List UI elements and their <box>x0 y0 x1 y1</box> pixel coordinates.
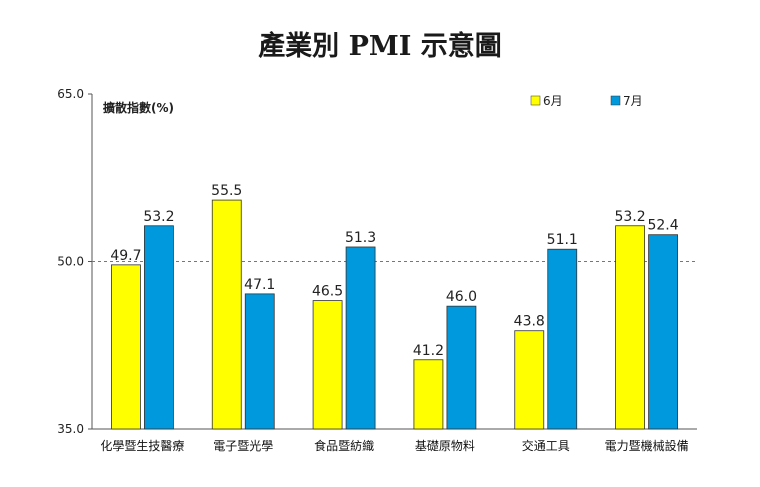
bar-june-3 <box>312 300 343 430</box>
y-tick-label: 65.0 <box>57 87 84 101</box>
plot-frame: 35.0 50.0 65.0 <box>57 87 697 436</box>
x-tick-label: 化學暨生技醫療 <box>100 439 184 453</box>
bar-july-3 <box>345 246 376 430</box>
bar-june-5 <box>514 330 545 430</box>
data-label: 43.8 <box>514 314 545 330</box>
bar-july-6 <box>648 234 678 430</box>
bar-june-6 <box>615 225 645 430</box>
legend-label: 6月 <box>543 94 563 108</box>
labels-layer: 49.7 53.2 化學暨生技醫療 55.5 47.1 電子暨光學 46.5 51.3 食品暨紡… <box>100 183 688 453</box>
chart-title: 產業別 PMI 示意圖 <box>258 30 502 62</box>
x-tick-label: 基礎原物料 <box>415 439 475 453</box>
legend-swatch <box>530 95 541 106</box>
data-label: 51.1 <box>547 232 578 248</box>
legend: 6月 7月 <box>530 94 643 108</box>
bar-june-2 <box>211 199 242 430</box>
data-label: 49.7 <box>110 248 141 264</box>
bar-june-4 <box>413 359 444 430</box>
data-label: 51.3 <box>345 230 376 246</box>
bar-july-1 <box>144 225 174 430</box>
x-tick-label: 交通工具 <box>522 438 570 453</box>
y-axis-label: 擴散指數(%) <box>103 100 174 115</box>
bars-layer <box>111 199 678 430</box>
x-tick-label: 電子暨光學 <box>213 439 273 453</box>
data-label: 41.2 <box>413 343 444 359</box>
data-label: 53.2 <box>614 209 645 225</box>
legend-label: 7月 <box>623 94 643 108</box>
data-label: 46.0 <box>446 289 477 305</box>
y-tick-label: 35.0 <box>57 422 84 436</box>
x-tick-label: 電力暨機械設備 <box>605 438 689 453</box>
bar-july-5 <box>547 248 578 430</box>
legend-swatch <box>610 95 621 106</box>
bar-july-4 <box>446 305 477 430</box>
bar-june-1 <box>111 264 141 430</box>
data-label: 46.5 <box>312 284 343 300</box>
x-tick-label: 食品暨紡織 <box>314 438 374 453</box>
data-label: 52.4 <box>647 218 678 234</box>
bar-july-2 <box>244 293 275 430</box>
y-tick-label: 50.0 <box>57 255 84 269</box>
data-label: 55.5 <box>211 183 242 199</box>
data-label: 47.1 <box>244 277 275 293</box>
data-label: 53.2 <box>143 209 174 225</box>
